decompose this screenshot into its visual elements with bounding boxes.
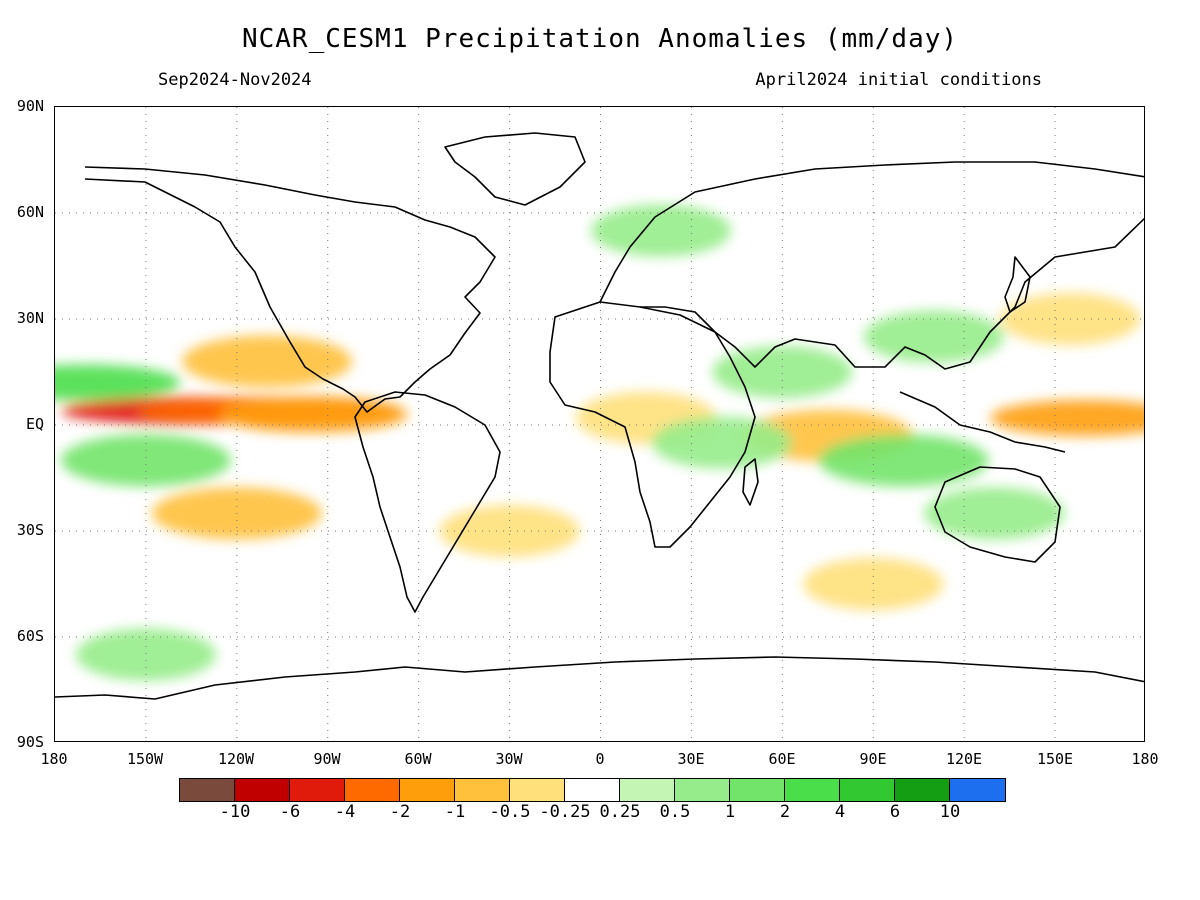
coast-antarctica	[55, 656, 1144, 700]
anomaly-patch	[818, 434, 989, 487]
colorbar-tick-label: 0.5	[659, 802, 691, 822]
colorbar-swatch	[730, 779, 785, 801]
lon-label-30e: 30E	[677, 750, 705, 768]
anomaly-patch	[803, 558, 944, 610]
lat-label-90n: 90N	[16, 97, 44, 115]
lon-label-180w: 180	[40, 750, 68, 768]
lon-label-30w: 30W	[495, 750, 523, 768]
coast-indonesia	[899, 391, 1066, 453]
lat-label-90s: 90S	[16, 733, 44, 751]
precipitation-map	[54, 106, 1145, 742]
coast-australia	[934, 466, 1061, 563]
map-canvas	[55, 107, 1144, 741]
coast-north-america	[84, 166, 496, 413]
lon-label-180e: 180	[1131, 750, 1159, 768]
map-title: NCAR_CESM1 Precipitation Anomalies (mm/d…	[241, 24, 959, 54]
colorbar-tick-label: 0.25	[599, 802, 641, 822]
colorbar-swatch	[950, 779, 1005, 801]
lat-label-60n: 60N	[16, 203, 44, 221]
colorbar-tick-label: -0.25	[539, 802, 591, 822]
colorbar-swatch	[565, 779, 620, 801]
colorbar-swatch	[290, 779, 345, 801]
anomaly-patch	[924, 487, 1065, 540]
anomaly-layer	[55, 204, 1144, 681]
coastlines	[55, 132, 1144, 700]
colorbar	[179, 778, 1006, 802]
colorbar-swatch	[235, 779, 290, 801]
lat-label-eq: EQ	[25, 415, 44, 433]
lon-label-60w: 60W	[404, 750, 432, 768]
colorbar-tick-label: 4	[834, 802, 846, 822]
lon-label-60e: 60E	[768, 750, 796, 768]
coast-japan	[1004, 256, 1031, 313]
colorbar-tick-label: -1	[444, 802, 466, 822]
colorbar-swatch	[840, 779, 895, 801]
anomaly-patch	[60, 434, 231, 487]
anomaly-patch	[863, 310, 1004, 363]
lon-label-90e: 90E	[859, 750, 887, 768]
colorbar-tick-label: 1	[724, 802, 736, 822]
colorbar-tick-label: -4	[334, 802, 356, 822]
colorbar-swatch	[620, 779, 675, 801]
colorbar-swatch	[180, 779, 235, 801]
anomaly-patch	[217, 396, 408, 433]
lon-label-150e: 150E	[1036, 750, 1074, 768]
lon-label-0: 0	[595, 750, 605, 768]
colorbar-tick-label: 2	[779, 802, 791, 822]
colorbar-tick-label: -2	[389, 802, 411, 822]
colorbar-swatch	[510, 779, 565, 801]
lon-label-150w: 150W	[126, 750, 164, 768]
colorbar-tick-label: -6	[279, 802, 301, 822]
colorbar-tick-label: 10	[939, 802, 961, 822]
colorbar-tick-label: -0.5	[489, 802, 531, 822]
colorbar-swatch	[675, 779, 730, 801]
lat-label-30s: 30S	[16, 521, 44, 539]
anomaly-patch	[651, 416, 792, 469]
lat-label-30n: 30N	[16, 309, 44, 327]
lon-label-120w: 120W	[217, 750, 255, 768]
lon-label-120e: 120E	[945, 750, 983, 768]
colorbar-swatch	[400, 779, 455, 801]
colorbar-swatch	[345, 779, 400, 801]
anomaly-patch	[712, 346, 853, 398]
anomaly-patch	[439, 505, 580, 557]
coast-south-america	[354, 391, 501, 613]
colorbar-swatch	[455, 779, 510, 801]
initial-conditions-label: April2024 initial conditions	[755, 70, 1042, 90]
coast-greenland	[444, 132, 586, 206]
season-label: Sep2024-Nov2024	[158, 70, 312, 90]
anomaly-patch	[182, 335, 353, 388]
colorbar-tick-label: 6	[889, 802, 901, 822]
anomaly-patch	[55, 364, 181, 401]
lon-label-90w: 90W	[313, 750, 341, 768]
anomaly-patch	[75, 628, 216, 681]
lat-label-60s: 60S	[16, 627, 44, 645]
colorbar-swatch	[785, 779, 840, 801]
colorbar-tick-label: -10	[219, 802, 251, 822]
coast-africa	[549, 301, 756, 548]
coast-madagascar	[742, 458, 759, 506]
anomaly-patch	[591, 204, 732, 257]
coast-eurasia	[599, 161, 1144, 370]
anomaly-patch	[990, 399, 1144, 436]
colorbar-swatch	[895, 779, 950, 801]
